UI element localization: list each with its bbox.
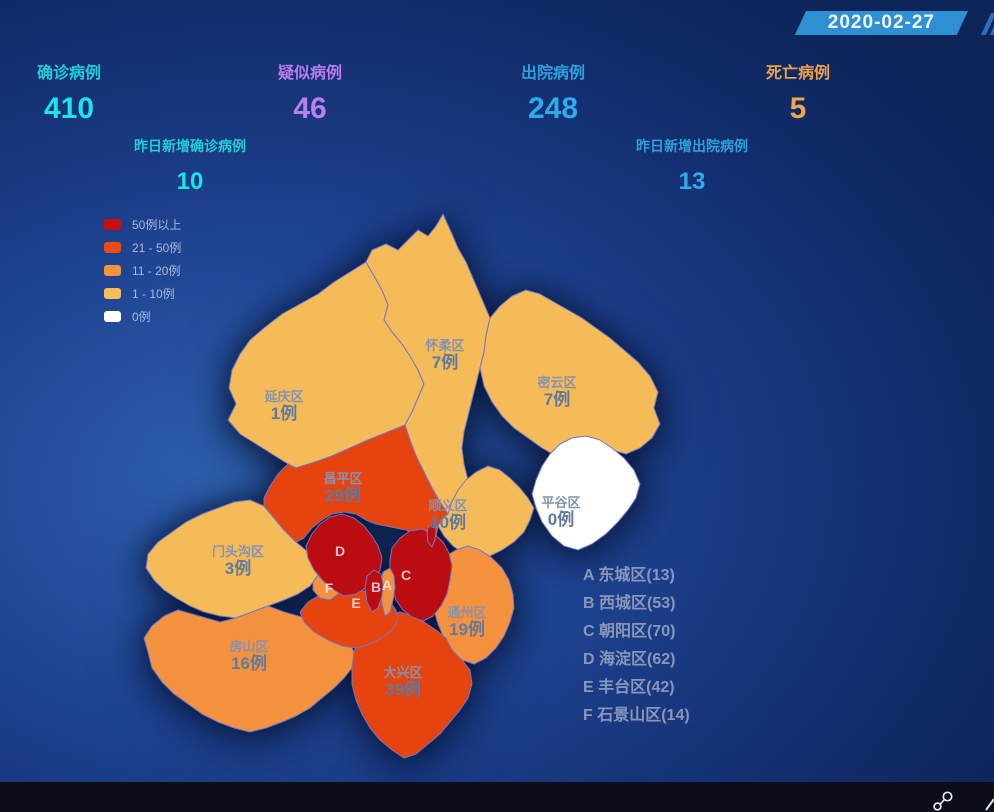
district-haidian[interactable] [305, 513, 383, 597]
stat-discharged: 出院病例 248 [498, 59, 608, 126]
stat-new-discharged-label: 昨日新增出院病例 [636, 138, 748, 154]
legend-swatch-red-dark [104, 219, 121, 230]
district-chaoyang-enclave[interactable] [426, 523, 437, 548]
stat-deaths: 死亡病例 5 [743, 59, 853, 126]
stat-discharged-value: 248 [527, 92, 579, 125]
district-xicheng[interactable] [364, 569, 384, 613]
stat-new-confirmed-value: 10 [176, 168, 204, 195]
legend-swatch-orange [104, 265, 121, 276]
map-label-pinggu: 平谷区 0例 [541, 495, 581, 529]
map-label-tongzhou: 通州区 19例 [447, 605, 487, 639]
legend-swatch-light-orange [104, 288, 121, 299]
district-pinggu[interactable] [531, 435, 641, 551]
legend-label: 21 - 50例 [132, 241, 182, 255]
stat-confirmed-label: 确诊病例 [36, 65, 101, 82]
central-district-list: A 东城区(13) B 西城区(53) C 朝阳区(70) D 海淀区(62) … [583, 562, 690, 730]
map-legend: 50例以上 21 - 50例 11 - 20例 1 - 10例 0例 [104, 213, 181, 328]
stat-discharged-label: 出院病例 [520, 65, 585, 82]
stat-new-confirmed-label: 昨日新增确诊病例 [134, 138, 246, 154]
stat-suspected-value: 46 [293, 92, 327, 125]
list-item: A 东城区(13) [583, 567, 675, 584]
list-item: E 丰台区(42) [583, 679, 675, 696]
map-letter-c: C [400, 567, 412, 583]
legend-item[interactable]: 50例以上 [104, 213, 181, 236]
bottom-bar [0, 782, 994, 812]
map-letter-b: B [370, 579, 382, 595]
map-label-shunyi: 顺义区 10例 [428, 498, 468, 532]
stat-deaths-value: 5 [789, 92, 807, 125]
legend-label: 11 - 20例 [132, 264, 181, 278]
map-label-miyun: 密云区 7例 [537, 375, 577, 409]
map-label-daxing: 大兴区 39例 [383, 665, 423, 699]
stat-new-discharged: 昨日新增出院病例 13 [612, 136, 772, 196]
district-shunyi[interactable] [437, 465, 535, 560]
map-letter-e: E [351, 595, 361, 611]
map-label-huairou: 怀柔区 7例 [425, 338, 465, 372]
legend-label: 1 - 10例 [132, 287, 175, 301]
legend-item[interactable]: 0例 [104, 305, 181, 328]
district-changping[interactable] [263, 424, 449, 547]
list-item: C 朝阳区(70) [583, 623, 676, 640]
list-item: B 西城区(53) [583, 595, 676, 612]
district-miyun[interactable] [479, 289, 661, 467]
map-letter-a: A [381, 577, 393, 593]
map-label-mentougou: 门头沟区 3例 [211, 544, 265, 578]
stat-new-discharged-value: 13 [678, 168, 706, 195]
stat-confirmed: 确诊病例 410 [14, 59, 124, 126]
stat-suspected: 疑似病例 46 [255, 59, 365, 126]
stat-deaths-label: 死亡病例 [765, 65, 830, 82]
list-item: F 石景山区(14) [583, 707, 690, 724]
diagonal-slash-icon[interactable] [985, 798, 994, 811]
dashboard-background: 2020-02-27 确诊病例 410 疑似病例 46 出院病例 248 死亡病… [0, 0, 994, 782]
map-label-changping: 昌平区 29例 [323, 471, 363, 505]
legend-item[interactable]: 11 - 20例 [104, 259, 181, 282]
legend-label: 0例 [132, 310, 151, 324]
legend-swatch-white [104, 311, 121, 322]
map-label-yanqing: 延庆区 1例 [264, 389, 304, 423]
map-letter-d: D [334, 543, 346, 559]
legend-item[interactable]: 21 - 50例 [104, 236, 181, 259]
share-icon[interactable] [933, 791, 953, 811]
list-item: D 海淀区(62) [583, 651, 676, 668]
map-label-fangshan: 房山区 16例 [229, 639, 269, 673]
map-letter-f: F [324, 580, 334, 596]
legend-label: 50例以上 [132, 218, 182, 232]
stat-confirmed-value: 410 [43, 92, 95, 125]
stat-suspected-label: 疑似病例 [277, 65, 342, 82]
legend-item[interactable]: 1 - 10例 [104, 282, 181, 305]
bottom-bar-icons [933, 791, 994, 811]
beijing-choropleth-map [143, 213, 661, 759]
legend-swatch-red [104, 242, 121, 253]
stat-new-confirmed: 昨日新增确诊病例 10 [110, 136, 270, 196]
